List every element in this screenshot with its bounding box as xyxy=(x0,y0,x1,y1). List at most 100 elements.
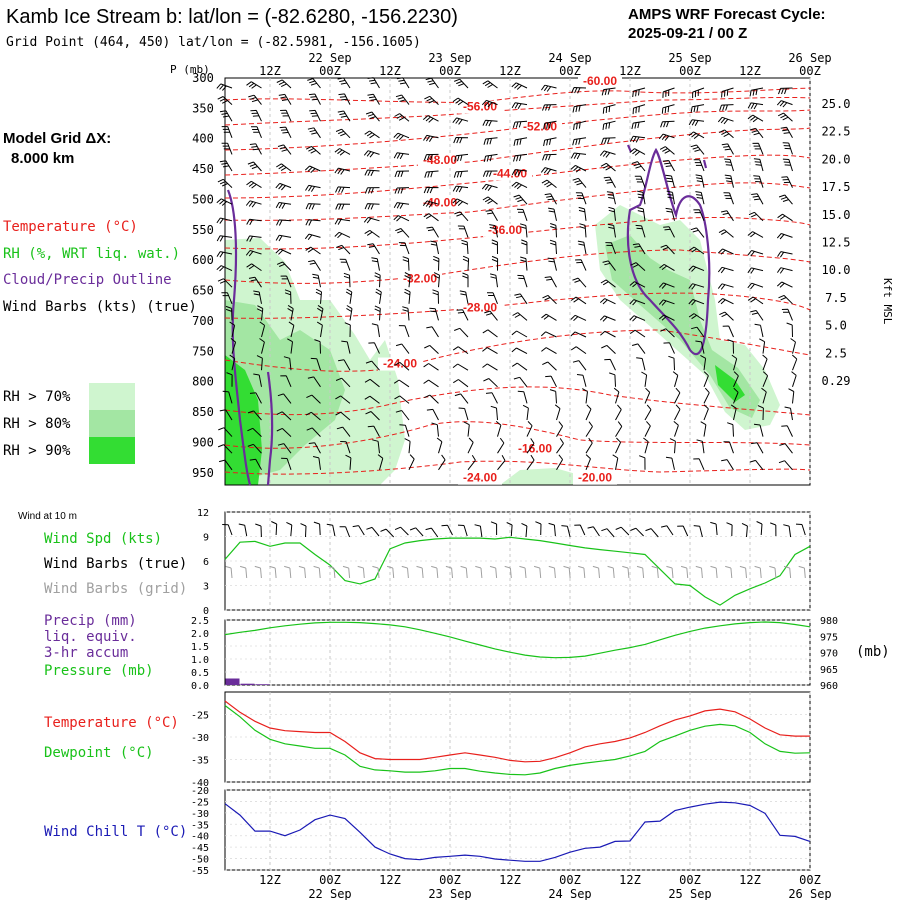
wind-barb xyxy=(703,371,709,387)
wind-barb xyxy=(776,100,793,108)
wind-barb xyxy=(585,421,593,437)
wind-barb xyxy=(249,458,262,471)
pressure-tick-label: 400 xyxy=(192,132,214,146)
surface-grid-barb xyxy=(431,565,439,579)
height-tick-label: 10.0 xyxy=(822,263,851,277)
wind-barb xyxy=(249,143,262,155)
surface-wind-barb xyxy=(693,525,703,538)
wind-barb xyxy=(452,198,469,206)
precip-bar xyxy=(240,683,255,685)
wind-barb xyxy=(599,150,616,158)
wind-barb xyxy=(402,306,410,321)
xsec-top-tick-label: 00Z xyxy=(799,64,821,78)
temperature-contour xyxy=(224,386,811,416)
wind-barb xyxy=(615,437,622,454)
wind-barb xyxy=(482,363,498,371)
wind-barb xyxy=(394,187,410,194)
wind-barb xyxy=(695,191,705,205)
wind-barb xyxy=(430,240,439,255)
wind-barb xyxy=(781,308,793,321)
wind-barb xyxy=(511,102,528,110)
wind-barb xyxy=(663,226,675,238)
temperature-contour-label: -48.00 xyxy=(423,153,457,167)
wind-barb xyxy=(278,93,292,105)
legend-dewpoint: Dewpoint (°C) xyxy=(44,745,154,761)
wind-barb xyxy=(688,283,705,290)
wind-barb xyxy=(247,410,262,421)
windchill-tick-label: -55 xyxy=(191,866,209,877)
wind-barb xyxy=(717,266,734,274)
wind-barb xyxy=(668,355,675,371)
wind-barb xyxy=(703,387,710,404)
temp-label-bg xyxy=(418,154,462,168)
panel-frame xyxy=(224,511,811,611)
pressure-tick-label: 850 xyxy=(192,405,214,419)
temperature-contour xyxy=(224,182,811,221)
temperature-contour-label: -24.00 xyxy=(463,471,497,485)
wind-barb xyxy=(695,340,705,354)
pressure-line xyxy=(224,621,811,659)
xsec-date-label: 25 Sep xyxy=(668,51,711,65)
wind-barb xyxy=(543,120,557,130)
wind-barb xyxy=(483,153,498,163)
wind-barb xyxy=(601,87,616,96)
wind-barb xyxy=(314,339,321,354)
wind-barb xyxy=(759,338,766,354)
wind-barb xyxy=(644,387,651,404)
temp-label-bg xyxy=(578,75,622,89)
wind-barb xyxy=(629,281,646,288)
wind-barb xyxy=(250,109,262,122)
wind-barb xyxy=(246,263,262,272)
surface-wind-barb xyxy=(425,527,439,538)
wind-barb xyxy=(747,114,764,123)
wind-barb xyxy=(570,346,587,355)
temperature-contour-label: -56.00 xyxy=(463,100,497,114)
wind-barb xyxy=(335,186,351,193)
wind-barb xyxy=(275,248,292,255)
wind-barb xyxy=(307,127,321,139)
wind-barb xyxy=(334,167,351,175)
windchill-tick-label: -45 xyxy=(191,843,209,854)
wind-barb xyxy=(495,421,502,437)
wind-barb xyxy=(511,347,528,355)
height-tick-label: 17.5 xyxy=(822,180,851,194)
wind-barb xyxy=(247,443,262,454)
wind-barb xyxy=(218,459,233,471)
temperature-contour xyxy=(224,216,811,250)
pressure-tick-label-right: 970 xyxy=(820,649,838,660)
wind-barb xyxy=(454,153,469,162)
wind-barb xyxy=(542,153,557,161)
xsec-top-tick-label: 00Z xyxy=(679,64,701,78)
wind-barb xyxy=(393,152,410,160)
surface-grid-barb xyxy=(284,565,292,579)
wind-barb xyxy=(690,144,705,155)
station-title: Kamb Ice Stream b: lat/lon = (-82.6280, … xyxy=(6,6,458,28)
wind-barb xyxy=(337,77,351,89)
wind-barb xyxy=(660,328,675,338)
windspd-tick-label: 12 xyxy=(197,508,209,519)
wind-barb xyxy=(662,160,675,172)
bottom-date-label: 23 Sep xyxy=(428,887,471,900)
wind-barb xyxy=(393,202,410,209)
kft-msl-label: Kft MSL xyxy=(881,278,894,325)
temperature-contour xyxy=(224,460,811,475)
wind-barb xyxy=(749,459,764,471)
wind-barb xyxy=(631,161,646,172)
pressure-tick-label: 800 xyxy=(192,375,214,389)
wind-barb xyxy=(526,421,533,437)
wind-barbs xyxy=(216,77,798,471)
wind-barb xyxy=(659,263,675,272)
temperature-contour-label: -24.00 xyxy=(383,357,417,371)
wind-barb xyxy=(336,426,351,437)
surface-grid-barb xyxy=(416,565,424,579)
legend-precip-liq: liq. equiv. xyxy=(44,629,137,645)
surface-wind-barb xyxy=(313,521,321,536)
height-tick-label: 5.0 xyxy=(825,319,847,333)
wind-barb xyxy=(280,109,292,122)
wind-barb xyxy=(776,267,793,274)
xsec-date-label: 24 Sep xyxy=(548,51,591,65)
temperature-contour-label: -20.00 xyxy=(578,471,612,485)
surface-grid-barb xyxy=(401,565,409,579)
temp-tick-label: -40 xyxy=(191,778,209,789)
cloud-outline xyxy=(626,147,711,356)
